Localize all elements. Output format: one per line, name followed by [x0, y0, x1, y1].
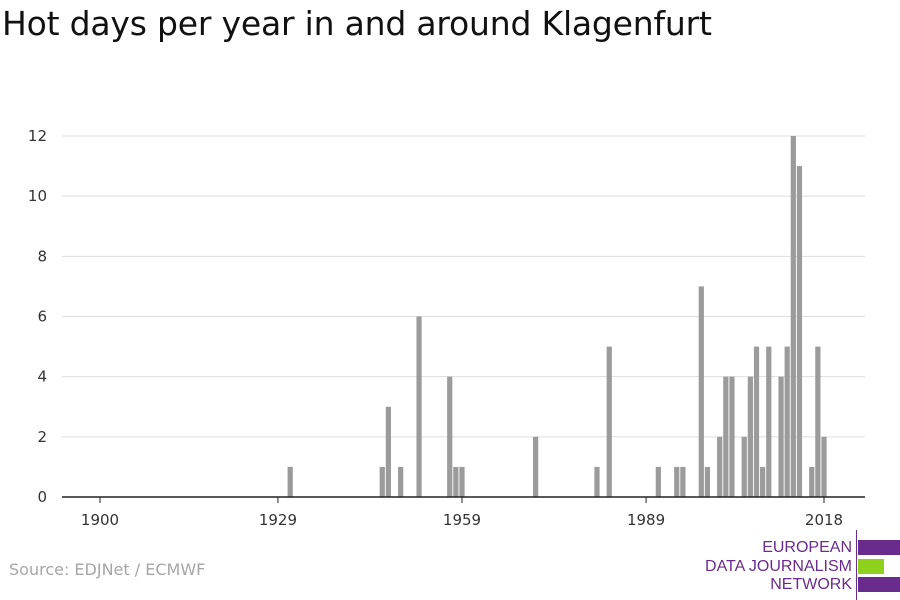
bar — [821, 436, 827, 497]
logo-text-line-3: NETWORK — [770, 576, 852, 593]
bar — [766, 346, 772, 497]
bar — [533, 436, 539, 497]
bar — [723, 376, 729, 497]
logo-bar-purple-bottom — [858, 577, 900, 592]
bar — [447, 376, 453, 497]
bar — [594, 466, 600, 497]
bar — [729, 376, 735, 497]
x-tick-label: 1989 — [627, 511, 665, 529]
bar — [459, 466, 465, 497]
x-tick-label: 1959 — [443, 511, 481, 529]
bar — [606, 346, 612, 497]
bar — [796, 166, 803, 498]
bar — [741, 436, 747, 497]
y-tick-label: 6 — [37, 308, 47, 326]
logo-text-line-2: DATA JOURNALISM — [705, 558, 852, 575]
bar — [778, 376, 784, 497]
x-tick-label: 2018 — [805, 511, 843, 529]
bar — [784, 346, 790, 497]
bar — [698, 286, 704, 497]
bar — [815, 346, 821, 497]
bars — [287, 136, 827, 498]
bar — [809, 466, 815, 497]
source-note: Source: EDJNet / ECMWF — [9, 560, 206, 579]
x-tick-label: 1900 — [81, 511, 119, 529]
chart-title: Hot days per year in and around Klagenfu… — [2, 4, 712, 43]
x-axis-ticks: 1900 1929 1959 1989 2018 — [81, 497, 843, 529]
y-axis-ticks: 0 2 4 6 8 10 12 — [28, 127, 47, 506]
bar — [398, 466, 404, 497]
bar — [680, 466, 686, 497]
bar — [790, 136, 796, 497]
bar — [287, 466, 293, 497]
logo-bar-green — [858, 559, 884, 574]
bar — [760, 466, 766, 497]
logo-bar-purple-top — [858, 540, 900, 555]
bar — [655, 466, 661, 497]
bar — [453, 466, 459, 497]
x-tick-label: 1929 — [259, 511, 297, 529]
bar — [704, 466, 711, 497]
bar — [753, 346, 760, 497]
bar — [674, 466, 680, 497]
y-tick-label: 0 — [37, 488, 47, 506]
grid-lines — [62, 135, 865, 438]
edjnet-logo: EUROPEAN DATA JOURNALISM NETWORK — [700, 530, 900, 600]
bar — [385, 406, 391, 497]
bar — [747, 376, 753, 497]
logo-text-line-1: EUROPEAN — [762, 539, 852, 556]
y-tick-label: 10 — [28, 187, 47, 205]
logo-divider — [856, 530, 857, 600]
y-tick-label: 12 — [28, 127, 47, 145]
y-tick-label: 4 — [37, 368, 47, 386]
bar — [416, 316, 422, 497]
bar — [379, 466, 385, 497]
bar — [717, 436, 723, 497]
y-tick-label: 2 — [37, 428, 47, 446]
y-tick-label: 8 — [37, 247, 47, 265]
